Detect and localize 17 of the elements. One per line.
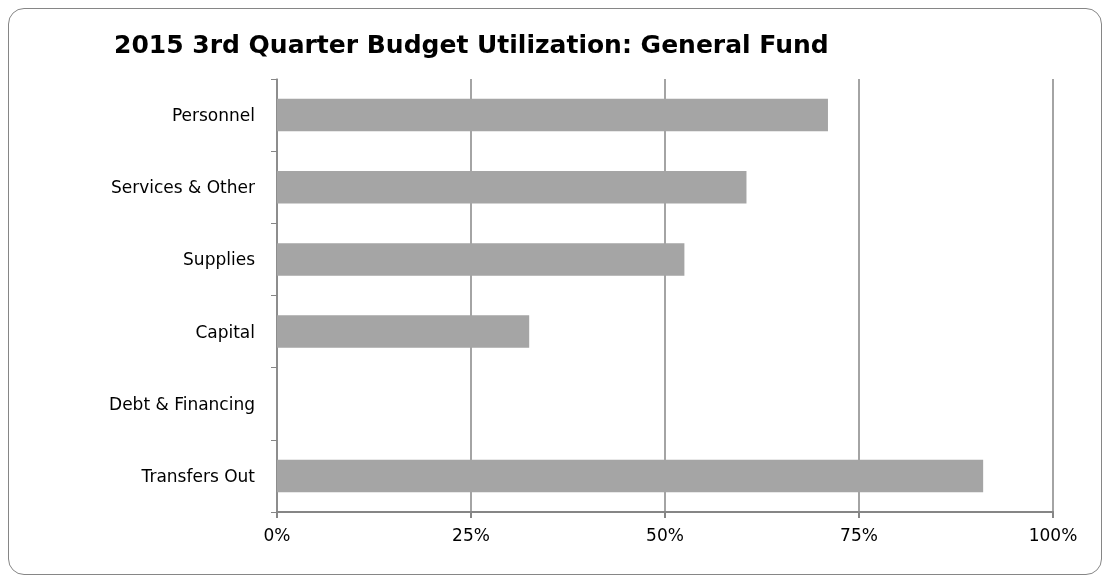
bar bbox=[277, 315, 530, 348]
bar bbox=[277, 459, 984, 493]
y-tick-label: Transfers Out bbox=[140, 465, 256, 486]
y-tick-label: Services & Other bbox=[110, 177, 255, 198]
y-tick-label: Personnel bbox=[171, 105, 255, 126]
bar bbox=[277, 243, 685, 276]
y-tick-label: Supplies bbox=[183, 249, 256, 270]
chart-title: 2015 3rd Quarter Budget Utilization: General Fund bbox=[114, 30, 829, 59]
x-tick-label: 100% bbox=[1028, 524, 1078, 545]
y-tick-label: Capital bbox=[195, 321, 255, 342]
x-tick-label: 25% bbox=[452, 524, 490, 545]
bar bbox=[277, 171, 747, 204]
x-tick-label: 50% bbox=[646, 524, 684, 545]
x-tick-label: 0% bbox=[263, 524, 291, 545]
x-tick-label: 75% bbox=[840, 524, 878, 545]
bar bbox=[277, 98, 828, 132]
y-tick-label: Debt & Financing bbox=[109, 393, 255, 414]
